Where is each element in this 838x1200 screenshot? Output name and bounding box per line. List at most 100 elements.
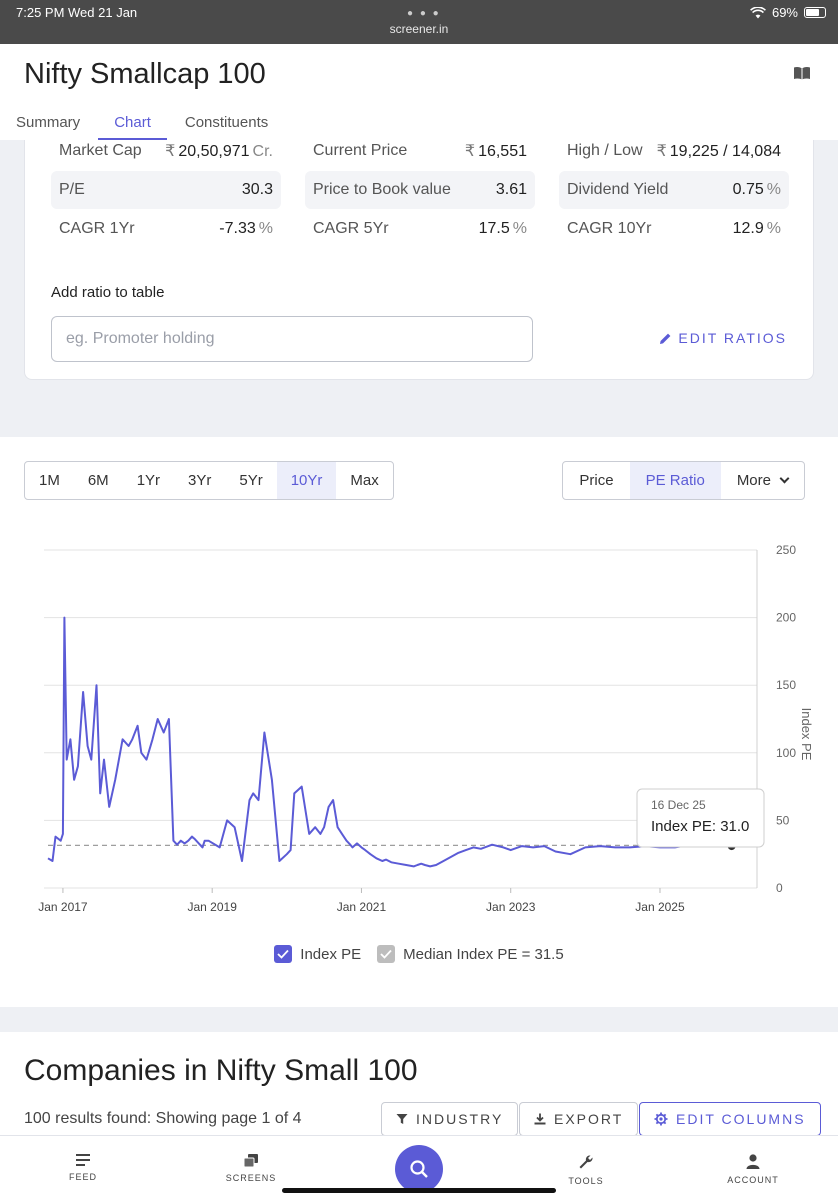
x-tick-label: Jan 2021	[337, 900, 387, 914]
ratio-cagr-10yr: CAGR 10Yr 12.9%	[559, 210, 789, 248]
y-tick-label: 100	[776, 746, 796, 760]
x-tick-label: Jan 2017	[38, 900, 88, 914]
ratio-value: 3.61	[495, 181, 527, 198]
legend-label: Median Index PE = 31.5	[403, 945, 564, 963]
battery-icon	[804, 7, 826, 18]
nav-label: FEED	[68, 1172, 97, 1182]
status-time: 7:25 PM Wed 21 Jan	[16, 5, 138, 20]
tooltip-box	[636, 788, 765, 848]
metric-price-button[interactable]: Price	[579, 472, 614, 489]
book-icon[interactable]	[793, 66, 811, 80]
x-tick-label: Jan 2023	[486, 900, 536, 914]
ratios-card: Market Cap ₹20,50,971 Cr. Current Price ₹…	[24, 140, 814, 380]
search-button[interactable]	[395, 1145, 443, 1193]
ratio-value: 17.5	[478, 220, 510, 237]
checkbox-checked-icon[interactable]	[274, 945, 293, 963]
rupee-icon: ₹	[656, 143, 667, 160]
ratio-unit: %	[258, 220, 273, 237]
edit-ratios-button[interactable]: EDIT RATIOS	[659, 330, 787, 346]
metric-more-label: More	[736, 472, 771, 489]
edit-ratios-label: EDIT RATIOS	[678, 330, 787, 346]
wrench-icon	[579, 1155, 593, 1169]
account-icon	[746, 1154, 760, 1169]
y-tick-label: 250	[776, 543, 796, 557]
tab-chart[interactable]: Chart	[98, 112, 167, 140]
legend-label: Index PE	[300, 945, 362, 963]
edit-columns-label: EDIT COLUMNS	[676, 1111, 806, 1127]
y-tick-label: 150	[776, 678, 796, 692]
multitask-dots-icon[interactable]: ● ● ●	[407, 8, 441, 19]
ratio-dividend-yield: Dividend Yield 0.75%	[559, 171, 789, 209]
ratio-price-to-book: Price to Book value 3.61	[305, 171, 535, 209]
add-ratio-label: Add ratio to table	[51, 284, 165, 301]
nav-label: ACCOUNT	[727, 1175, 779, 1185]
ratio-current-price: Current Price ₹16,551	[305, 132, 535, 170]
ratio-cagr-1yr: CAGR 1Yr -7.33%	[51, 210, 281, 248]
companies-heading: Companies in Nifty Small 100	[24, 1054, 418, 1087]
rupee-icon: ₹	[165, 143, 176, 160]
battery-status: 69%	[750, 5, 826, 20]
legend-index-pe[interactable]: Index PE	[274, 945, 361, 963]
pe-chart[interactable]: 0 50 100 150 200 250 Jan 2017 Jan 2019 Jan 2021 J…	[0, 537, 838, 927]
nav-label: TOOLS	[568, 1176, 604, 1186]
ratio-pe: P/E 30.3	[51, 171, 281, 209]
ratio-unit: %	[766, 220, 781, 237]
tab-bar: Summary Chart Constituents	[0, 112, 284, 140]
ratio-label: CAGR 10Yr	[567, 220, 652, 237]
x-tick-label: Jan 2019	[187, 900, 237, 914]
chevron-down-icon	[779, 473, 790, 484]
ratio-unit: %	[766, 181, 781, 198]
nav-feed[interactable]: FEED	[43, 1154, 123, 1182]
checkbox-checked-icon[interactable]	[377, 945, 396, 963]
y-tick-label: 50	[776, 813, 790, 827]
chart-legend: Index PE Median Index PE = 31.5	[0, 945, 838, 963]
download-icon	[534, 1113, 546, 1125]
legend-median-pe[interactable]: Median Index PE = 31.5	[377, 945, 564, 963]
range-6m-button[interactable]: 6M	[87, 472, 109, 489]
ratio-unit: Cr.	[252, 143, 273, 160]
browser-url[interactable]: screener.in	[389, 22, 449, 36]
industry-filter-button[interactable]: INDUSTRY	[381, 1102, 519, 1136]
tooltip-value: Index PE: 31.0	[651, 818, 749, 835]
ratio-unit: %	[512, 220, 527, 237]
nav-screens[interactable]: SCREENS	[211, 1154, 291, 1183]
industry-label: INDUSTRY	[416, 1111, 504, 1127]
nav-account[interactable]: ACCOUNT	[713, 1154, 793, 1185]
export-button[interactable]: EXPORT	[519, 1102, 639, 1136]
range-selector: 1M 6M 1Yr 3Yr 5Yr 10Yr Max	[24, 461, 394, 500]
range-max-button[interactable]: Max	[350, 472, 379, 489]
chart-card: 1M 6M 1Yr 3Yr 5Yr 10Yr Max Price PE Rati…	[0, 437, 838, 1007]
ratio-cagr-5yr: CAGR 5Yr 17.5%	[305, 210, 535, 248]
y-tick-label: 0	[776, 881, 783, 895]
ratio-label: CAGR 1Yr	[59, 220, 135, 237]
range-3yr-button[interactable]: 3Yr	[188, 472, 212, 489]
filter-icon	[396, 1114, 408, 1124]
metric-pe-ratio-button[interactable]: PE Ratio	[629, 462, 721, 499]
status-bar: 7:25 PM Wed 21 Jan ● ● ● screener.in 69%	[0, 0, 838, 44]
range-10yr-button[interactable]: 10Yr	[276, 462, 337, 499]
nav-label: SCREENS	[225, 1173, 277, 1183]
range-1yr-button[interactable]: 1Yr	[136, 472, 161, 489]
range-5yr-button[interactable]: 5Yr	[239, 472, 263, 489]
gear-icon	[654, 1112, 668, 1126]
add-ratio-input[interactable]	[51, 316, 533, 362]
tab-constituents[interactable]: Constituents	[184, 114, 269, 131]
nav-tools[interactable]: TOOLS	[546, 1154, 626, 1186]
screens-icon	[244, 1154, 258, 1167]
ratio-label: P/E	[59, 181, 85, 198]
feed-icon	[76, 1154, 90, 1166]
ratio-value: 0.75	[732, 181, 764, 198]
ratio-value: 16,551	[478, 143, 527, 160]
ratio-label: High / Low	[567, 142, 643, 159]
tab-summary[interactable]: Summary	[16, 114, 81, 131]
export-label: EXPORT	[554, 1111, 624, 1127]
x-tick-label: Jan 2025	[635, 900, 685, 914]
page-header: Nifty Smallcap 100 Summary Chart Constit…	[0, 44, 838, 140]
metric-more-button[interactable]: More	[721, 462, 804, 499]
ratio-label: Price to Book value	[313, 181, 451, 198]
range-1m-button[interactable]: 1M	[39, 472, 60, 489]
companies-section: Companies in Nifty Small 100 100 results…	[0, 1032, 838, 1142]
ratio-label: Market Cap	[59, 142, 142, 159]
edit-columns-button[interactable]: EDIT COLUMNS	[639, 1102, 821, 1136]
tooltip-date: 16 Dec 25	[651, 798, 706, 812]
